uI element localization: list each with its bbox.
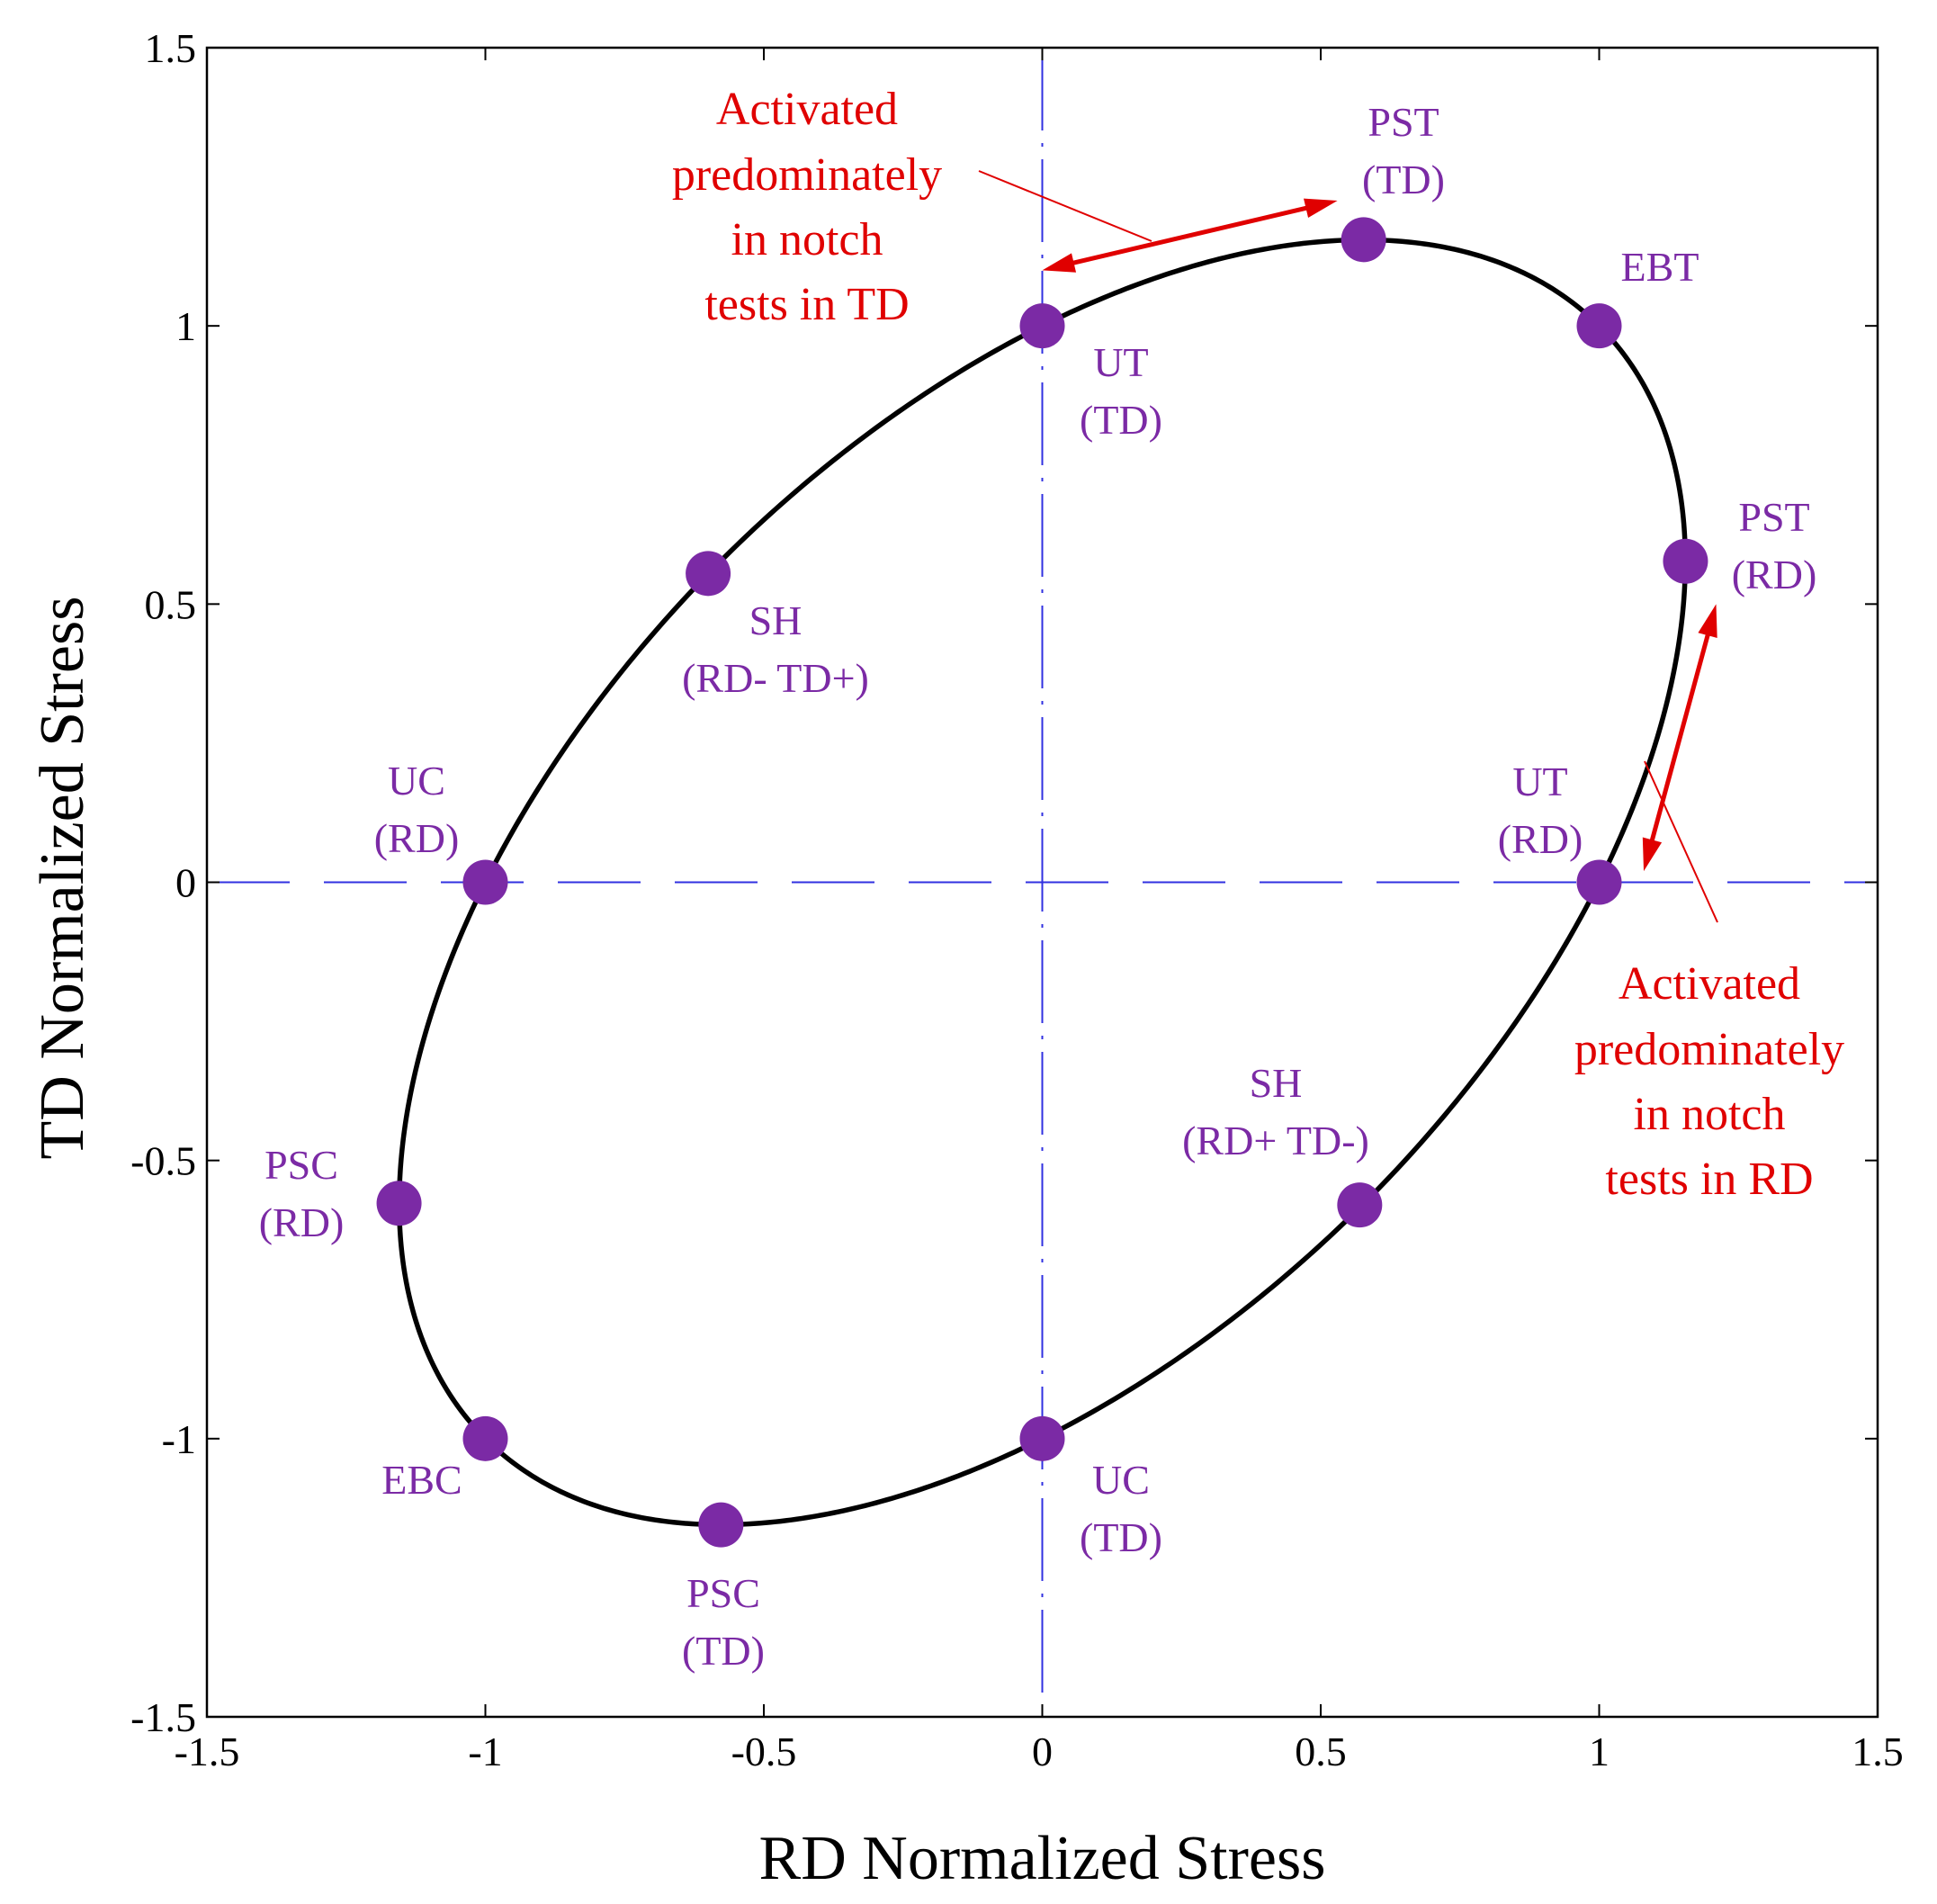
annotation-text-line: tests in TD [704,279,909,330]
point-label-sh-rdm-tdp: SH [749,597,803,643]
point-label-ut-rd: UT [1512,759,1567,804]
point-sh-rdm-tdp [686,551,731,597]
annotation-text-line: in notch [731,214,883,265]
point-pst-rd [1663,538,1708,584]
double-arrow-shaft [1068,204,1312,266]
x-tick-label: 1.5 [1852,1729,1904,1774]
annotation-leader-line [1644,760,1718,923]
y-tick-label: 0 [175,860,196,906]
y-tick-labels: -1.5 -1 -0.5 0 0.5 1 1.5 [130,25,196,1740]
axis-ticks [206,47,1879,1718]
point-label-ut-td: UT [1093,339,1148,385]
point-pst-td [1341,217,1386,263]
arrow-head [1304,198,1338,219]
y-tick-label: 1.5 [145,25,197,71]
annotation-text-line: predominately [1574,1024,1844,1075]
point-ebc [462,1415,508,1461]
point-ebt [1576,303,1622,349]
point-label-psc-td: (TD) [682,1628,765,1674]
point-ut-rd [1576,859,1622,905]
point-label-sh-rdm-tdp: (RD- TD+) [682,655,869,701]
x-tick-label: -0.5 [731,1729,797,1774]
y-axis-title: TD Normalized Stress [28,597,97,1160]
x-tick-label: 0 [1032,1729,1053,1774]
point-label-pst-td: PST [1368,99,1439,145]
point-label-uc-rd: (RD) [374,815,460,861]
data-points [376,217,1708,1548]
annotations: Activated predominately in notch tests in T… [672,84,1844,1205]
point-uc-rd [462,859,508,905]
point-label-uc-td: UC [1092,1457,1150,1503]
x-tick-label: -1 [468,1729,502,1774]
annotation-text-line: in notch [1634,1089,1786,1140]
point-label-uc-td: (TD) [1080,1514,1162,1560]
point-ut-td [1019,303,1065,349]
y-tick-label: -1 [162,1416,196,1462]
annotation-leader-line [978,170,1152,242]
x-tick-label: -1.5 [175,1729,240,1774]
point-label-pst-rd: PST [1738,494,1809,540]
arrow-head [1642,837,1663,872]
annotation-text-line: predominately [672,149,942,201]
point-label-ut-rd: (RD) [1498,816,1583,862]
y-tick-label: -1.5 [130,1694,196,1740]
point-label-sh-rdp-tdm: SH [1250,1060,1303,1106]
annotation-text-line: tests in RD [1605,1154,1813,1205]
point-label-ebc: EBC [381,1457,462,1503]
y-tick-label: 1 [175,303,196,349]
point-uc-td [1019,1415,1065,1461]
point-label-ut-td: (TD) [1080,397,1162,443]
double-arrow-shaft [1648,629,1712,846]
x-tick-labels: -1.5 -1 -0.5 0 0.5 1 1.5 [175,1729,1904,1774]
point-sh-rdp-tdm [1337,1182,1383,1228]
point-label-psc-rd: PSC [265,1142,338,1188]
point-label-pst-rd: (RD) [1732,552,1817,597]
x-axis-title: RD Normalized Stress [759,1824,1326,1893]
y-tick-label: -0.5 [130,1138,196,1184]
x-tick-label: 0.5 [1295,1729,1347,1774]
y-tick-label: 0.5 [145,581,197,627]
arrow-head [1042,253,1077,273]
point-labels: PST (TD) EBT UT (TD) PST (RD) SH (RD- TD+) UC (RD)… [259,99,1817,1674]
point-label-psc-td: PSC [686,1570,760,1616]
arrow-head [1698,604,1717,638]
point-psc-td [698,1502,744,1548]
point-psc-rd [376,1181,422,1226]
annotation-text-line: Activated [716,84,898,135]
point-label-uc-rd: UC [388,758,445,804]
annotation-text-line: Activated [1619,958,1800,1010]
point-label-psc-rd: (RD) [259,1199,345,1245]
point-label-sh-rdp-tdm: (RD+ TD-) [1182,1118,1369,1163]
point-label-pst-td: (TD) [1362,157,1445,202]
x-tick-label: 1 [1589,1729,1610,1774]
point-label-ebt: EBT [1621,244,1699,290]
